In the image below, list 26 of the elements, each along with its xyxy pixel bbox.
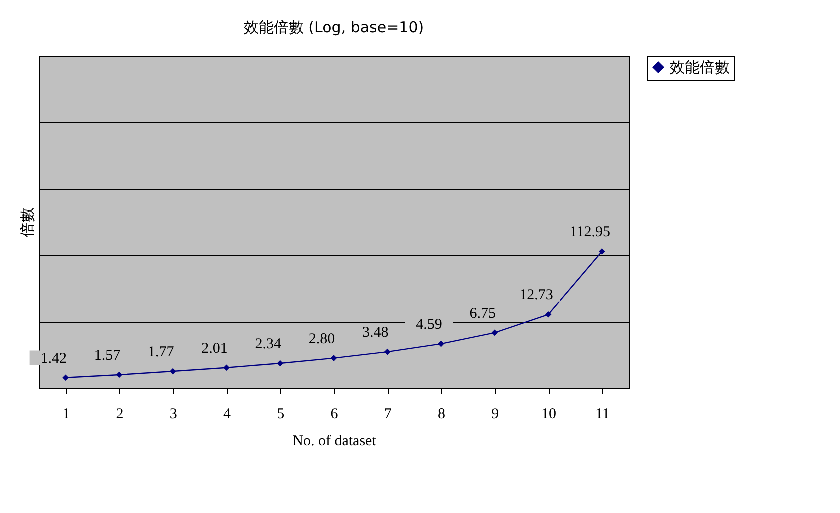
x-tick-label: 7 (384, 406, 392, 422)
data-label: 1.57 (94, 348, 122, 364)
x-tick-label: 5 (277, 406, 285, 422)
data-label: 2.34 (255, 336, 282, 352)
data-label: 12.73 (520, 288, 554, 304)
x-axis-title: No. of dataset (292, 434, 378, 450)
data-label: 1.42 (40, 350, 67, 367)
legend-label: 效能倍數 (670, 58, 730, 76)
data-label: 112.95 (570, 224, 611, 241)
x-tick-label: 2 (116, 406, 124, 422)
data-label: 2.01 (202, 340, 228, 357)
x-tick-label: 6 (330, 406, 339, 422)
x-tick-label: 8 (438, 406, 446, 422)
data-label: 6.75 (470, 306, 496, 322)
x-tick-label: 11 (595, 406, 610, 422)
x-tick-label: 4 (223, 406, 232, 422)
data-label: 1.77 (148, 344, 175, 361)
data-label: 3.48 (362, 325, 389, 342)
chart-title: 效能倍數 (Log, base=10) (244, 18, 424, 36)
y-axis-title: 倍數 (20, 208, 36, 238)
x-tick-label: 3 (170, 406, 178, 422)
data-label: 2.80 (308, 331, 336, 348)
x-tick-label: 10 (542, 406, 557, 422)
data-label: 4.59 (416, 317, 442, 334)
x-tick-label: 9 (492, 406, 500, 422)
x-tick-label: 1 (62, 406, 70, 422)
